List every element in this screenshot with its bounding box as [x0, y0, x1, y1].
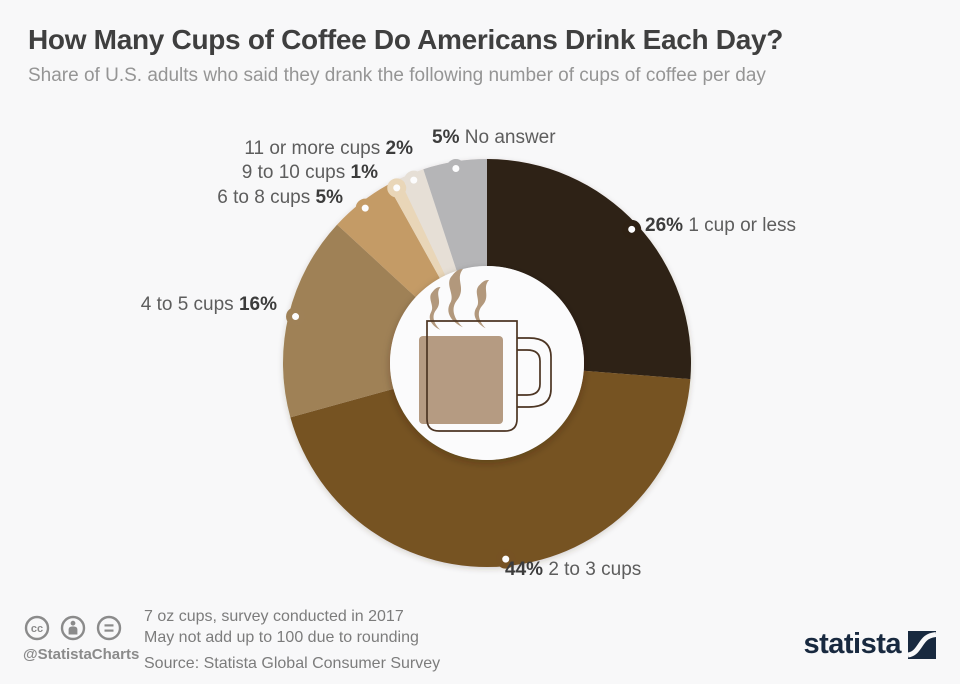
label-1-cup-or-less: 26% 1 cup or less — [645, 215, 797, 236]
statista-logo-mark — [908, 630, 936, 659]
statista-wordmark: statista — [803, 628, 901, 660]
footnote-line: 7 oz cups, survey conducted in 2017 — [144, 608, 404, 625]
slice-11-or-more-cups — [399, 169, 457, 276]
donut-slices — [283, 158, 692, 567]
value-6-to-8-cups: 5% — [315, 187, 343, 208]
page-title: How Many Cups of Coffee Do Americans Dri… — [28, 24, 784, 55]
mug-handle-inner — [517, 349, 541, 396]
label-2-to-3-cups: 44% 2 to 3 cups — [505, 559, 642, 580]
slice-9-to-10-cups — [387, 178, 446, 279]
label-9-to-10-cups: 9 to 10 cups 1% — [241, 162, 378, 183]
value-2-to-3-cups: 44% — [505, 559, 544, 580]
slice-2-to-3-cups — [290, 370, 691, 567]
label-no-answer: 5% No answer — [432, 127, 556, 148]
equal-icon — [96, 615, 122, 641]
value-9-to-10-cups: 1% — [350, 162, 378, 183]
label-11-or-more-cups: 11 or more cups 2% — [244, 138, 413, 159]
coffee-fill — [419, 336, 503, 424]
label-4-to-5-cups: 4 to 5 cups 16% — [140, 294, 277, 315]
coffee-mug-icon — [419, 269, 552, 432]
donut-markers — [286, 158, 642, 569]
donut-center — [390, 266, 584, 460]
value-11-or-more-cups: 2% — [385, 138, 413, 159]
slice-1-cup-or-less — [487, 158, 692, 380]
attribution-icon — [60, 615, 86, 641]
svg-text:cc: cc — [31, 623, 43, 635]
source-line: Source: Statista Global Consumer Survey — [144, 655, 441, 672]
marker-2-to-3-cups — [496, 549, 516, 569]
page-subtitle: Share of U.S. adults who said they drank… — [28, 65, 766, 87]
statista-logo: statista — [803, 630, 936, 659]
footnotes: 7 oz cups, survey conducted in 2017 May … — [144, 606, 440, 674]
chart-footer: cc @StatistaCharts 7 oz cups, survey con… — [0, 604, 960, 684]
steam-icon — [429, 269, 490, 330]
statista-charts-handle: @StatistaCharts — [23, 646, 140, 663]
slice-4-to-5-cups — [283, 224, 416, 418]
value-1-cup-or-less: 26% — [645, 215, 684, 236]
cc-license-icons: cc — [24, 615, 122, 641]
mug-handle-outer — [517, 337, 552, 408]
marker-4-to-5-cups — [286, 307, 306, 327]
marker-no-answer — [446, 158, 466, 178]
marker-6-to-8-cups — [355, 198, 375, 218]
mug-outline — [426, 320, 518, 432]
value-4-to-5-cups: 16% — [238, 294, 277, 315]
marker-9-to-10-cups — [387, 178, 407, 198]
chart-header: How Many Cups of Coffee Do Americans Dri… — [28, 24, 938, 89]
footnote-line: May not add up to 100 due to rounding — [144, 629, 419, 646]
marker-1-cup-or-less — [622, 219, 642, 239]
marker-11-or-more-cups — [404, 170, 424, 190]
label-6-to-8-cups: 6 to 8 cups 5% — [217, 187, 343, 208]
value-no-answer: 5% — [432, 127, 460, 148]
cc-icon — [24, 615, 50, 641]
slice-no-answer — [423, 159, 487, 271]
